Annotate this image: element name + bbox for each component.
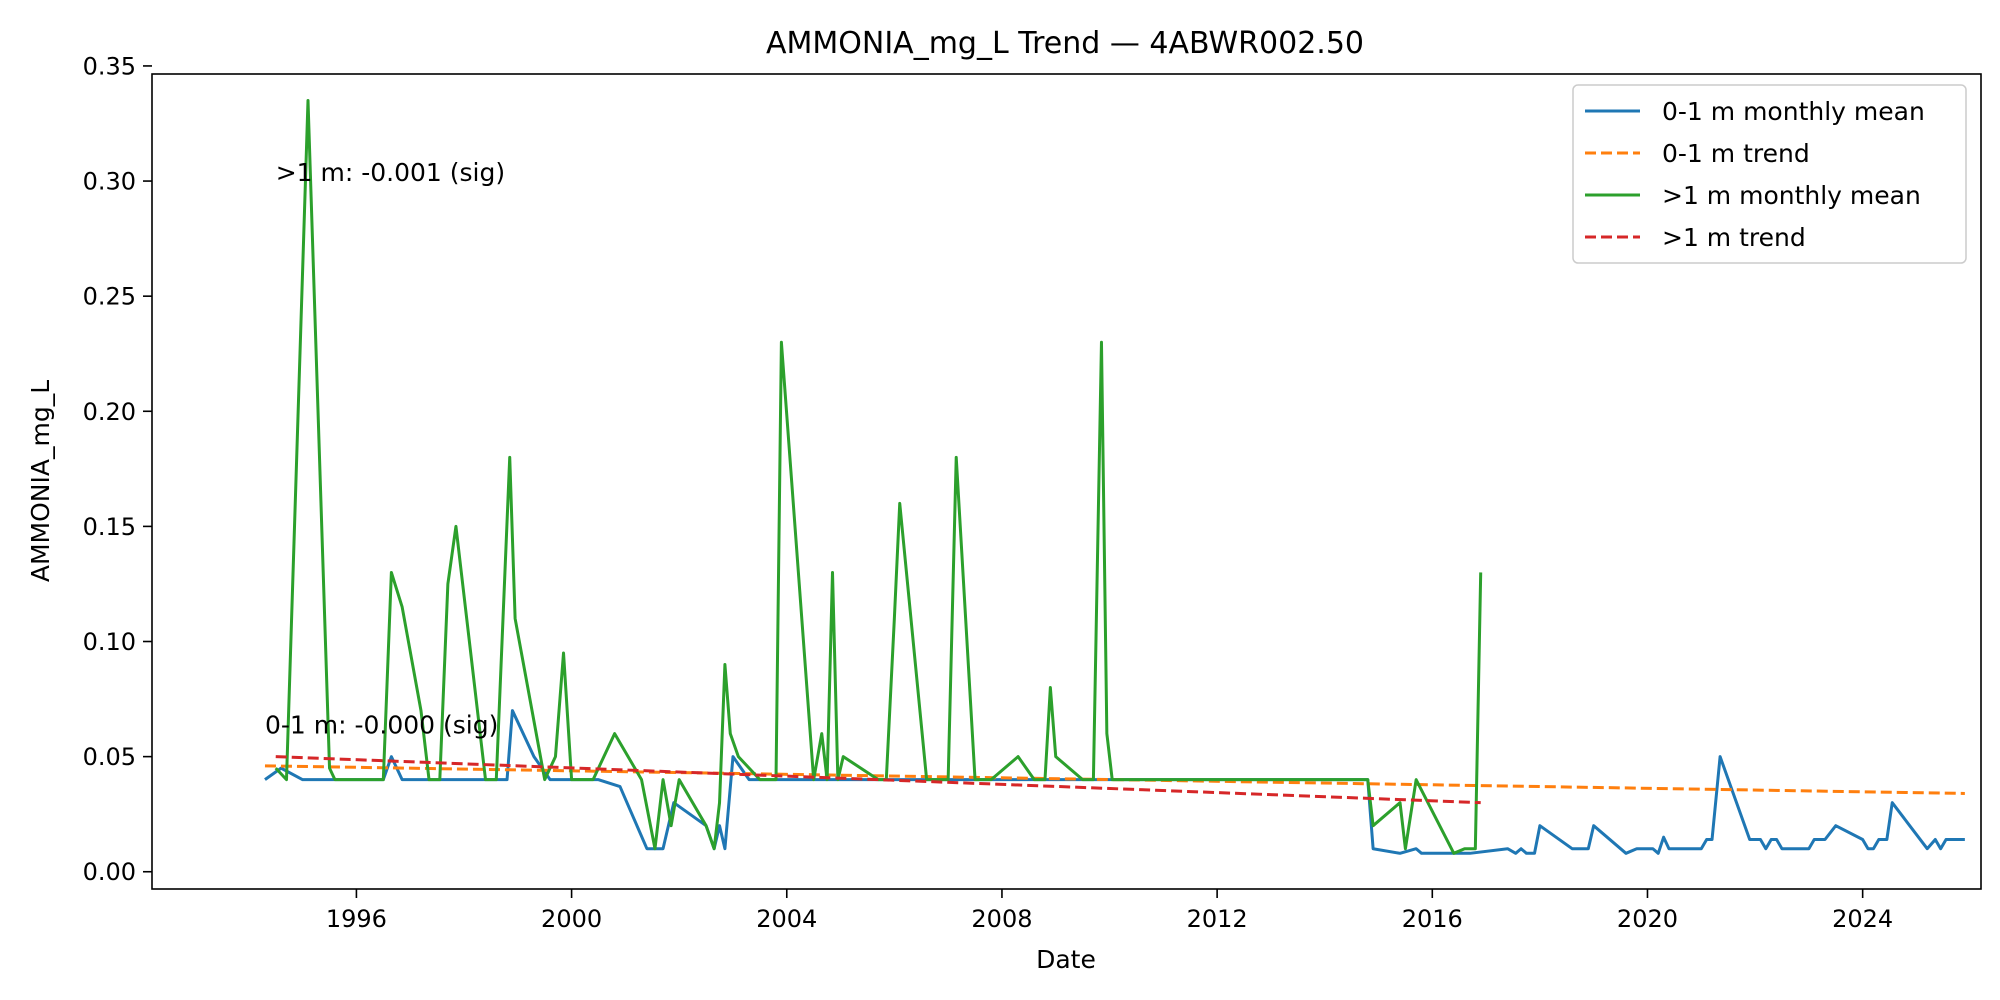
x-tick-label: 2020: [1617, 905, 1678, 933]
legend-label: >1 m monthly mean: [1662, 181, 1921, 210]
legend-label: 0-1 m trend: [1662, 139, 1810, 168]
chart-title: AMMONIA_mg_L Trend — 4ABWR002.50: [766, 26, 1364, 61]
x-tick-label: 2000: [541, 905, 602, 933]
x-tick-label: 2004: [756, 905, 817, 933]
y-tick-label: 0.10: [83, 628, 136, 656]
legend: 0-1 m monthly mean 0-1 m trend >1 m monthl…: [1572, 84, 1967, 264]
x-axis-label: Date: [1036, 945, 1096, 974]
annotation-layer: >1 m: -0.001 (sig) 0-1 m: -0.000 (sig): [265, 158, 505, 740]
plot-frame: [151, 73, 1982, 890]
y-tick-label: 0.15: [83, 513, 136, 541]
annotation-label: 0-1 m: -0.000 (sig): [265, 711, 498, 740]
annotation-label: >1 m: -0.001 (sig): [276, 158, 505, 187]
x-axis-ticks: 1996 2000 2004 2008 2012 2016 2020 2024: [326, 889, 1893, 933]
legend-label: >1 m trend: [1662, 223, 1806, 252]
x-tick-label: 2024: [1832, 905, 1893, 933]
y-tick-label: 0.05: [83, 743, 136, 771]
x-tick-label: 2016: [1402, 905, 1463, 933]
legend-label: 0-1 m monthly mean: [1662, 97, 1925, 126]
x-tick-label: 1996: [326, 905, 387, 933]
x-tick-label: 2012: [1187, 905, 1248, 933]
series-layer: [264, 98, 1965, 855]
series-line--1-m-trend: [275, 755, 1481, 805]
y-axis-ticks: 0.00 0.05 0.10 0.15 0.20 0.25 0.30 0.35: [83, 52, 152, 886]
y-tick-label: 0.35: [83, 52, 136, 80]
y-tick-label: 0.25: [83, 283, 136, 311]
y-axis-label: AMMONIA_mg_L: [26, 380, 55, 582]
y-tick-label: 0.00: [83, 858, 136, 886]
series-line-0-1-m-monthly-mean: [264, 709, 1965, 855]
legend-box: [1572, 84, 1967, 264]
x-tick-label: 2008: [971, 905, 1032, 933]
series-line--1-m-monthly-mean: [274, 98, 1483, 855]
y-tick-label: 0.20: [83, 398, 136, 426]
y-tick-label: 0.30: [83, 168, 136, 196]
